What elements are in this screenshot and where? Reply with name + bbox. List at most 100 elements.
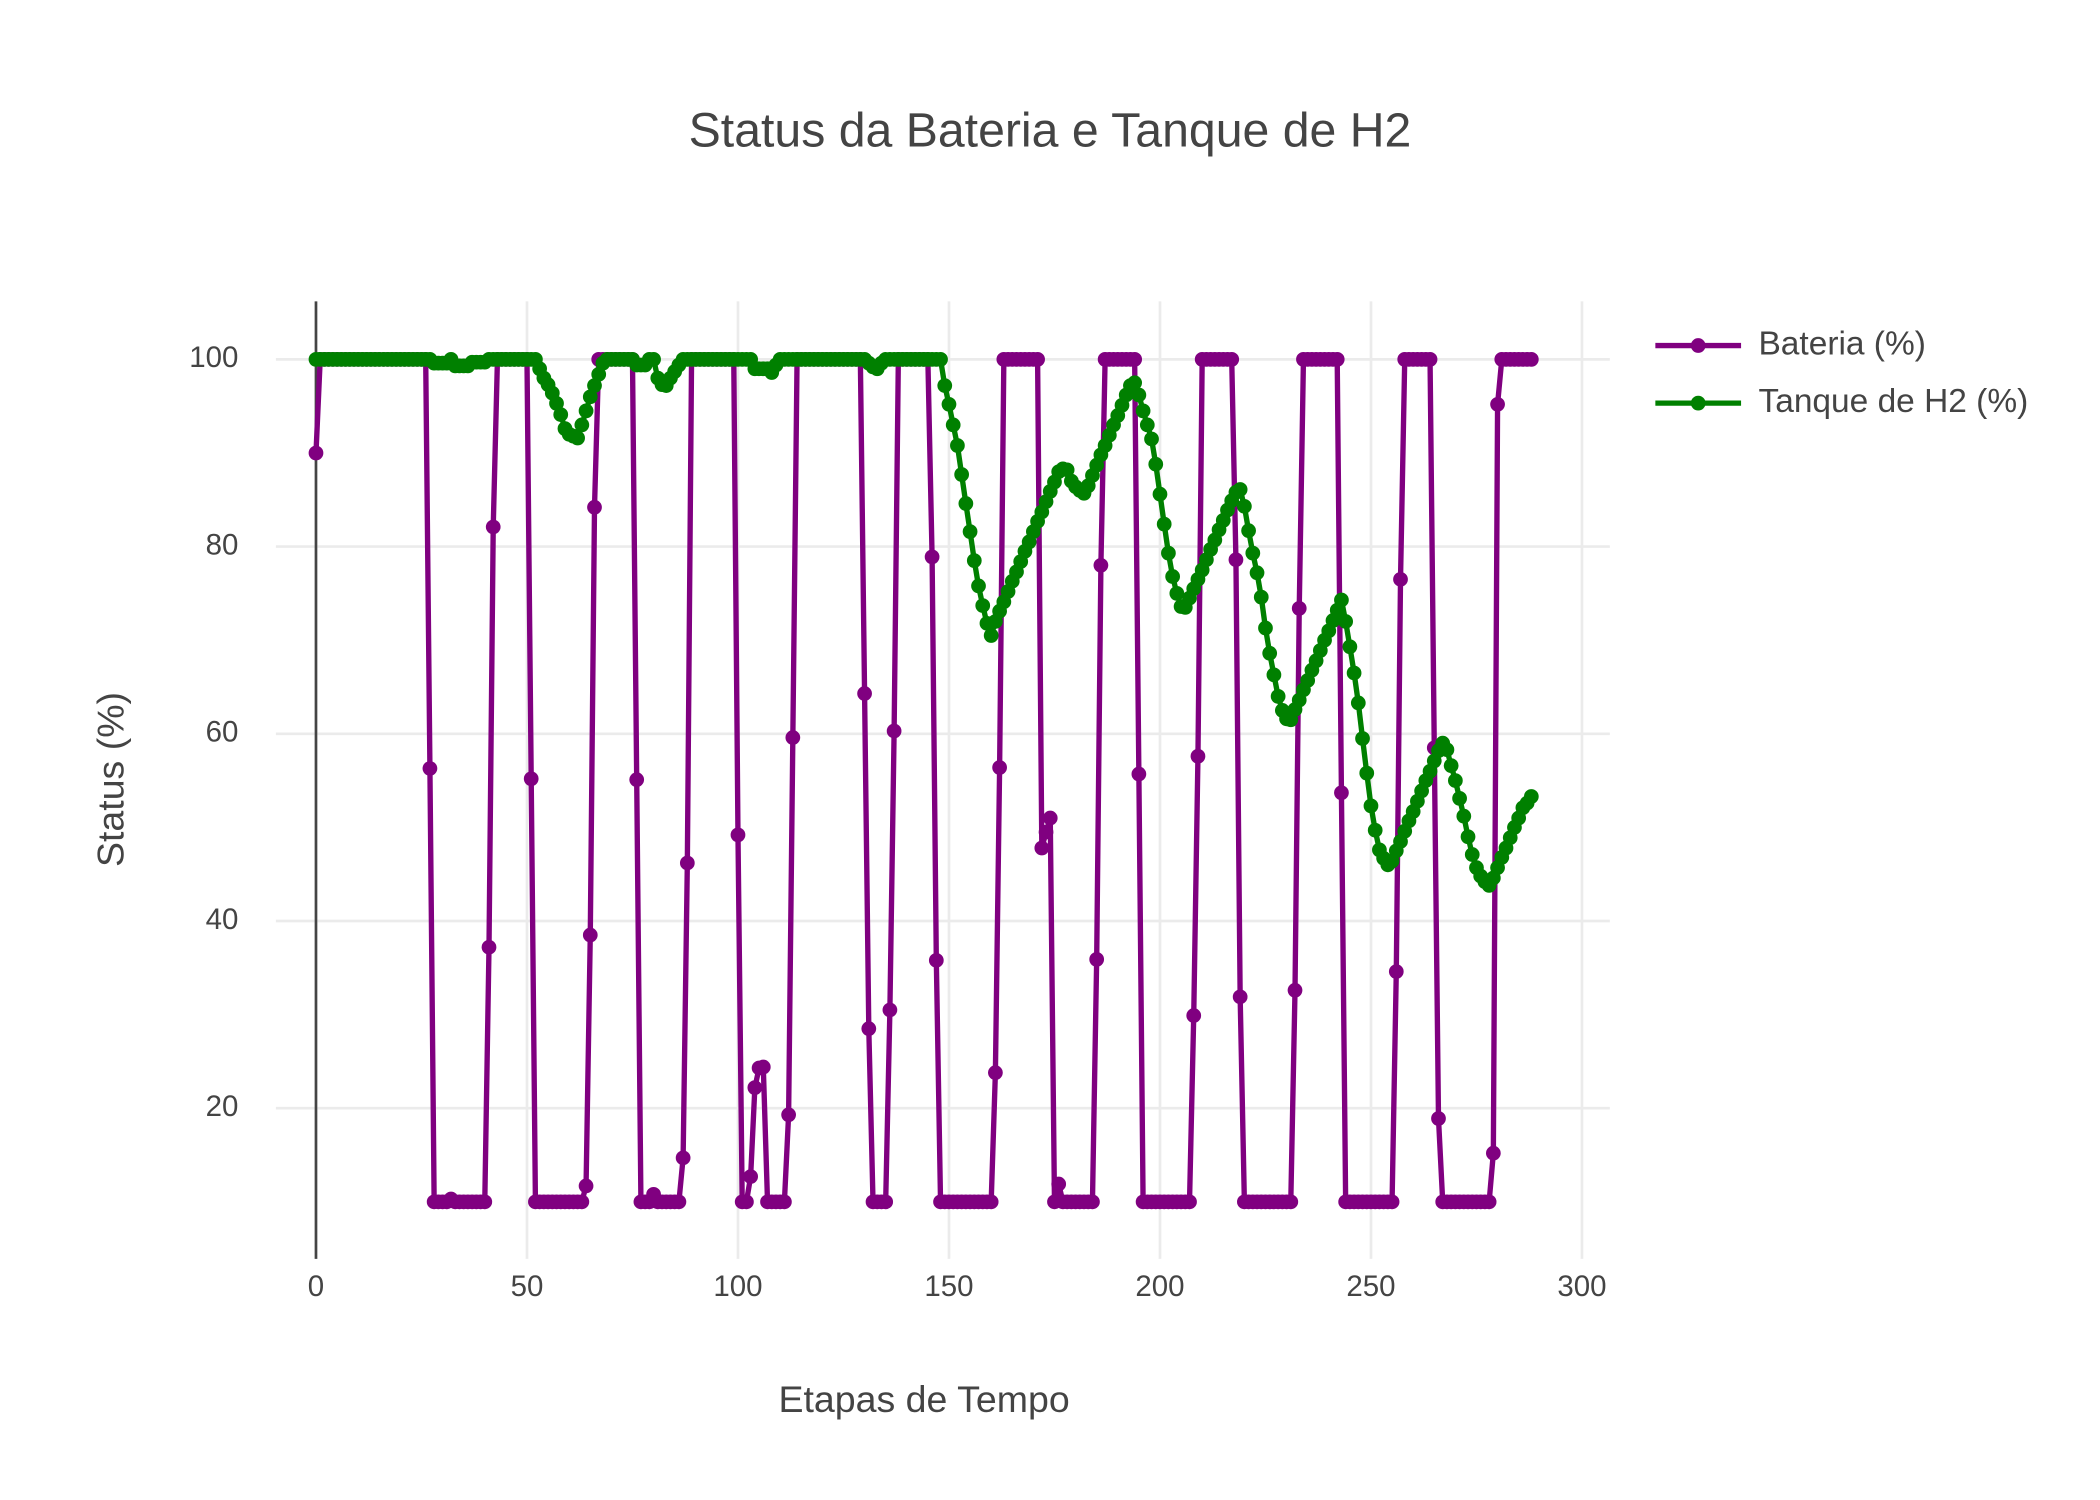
- data-point: [1464, 847, 1480, 862]
- data-point: [928, 952, 944, 968]
- plot-area: [308, 352, 1539, 1210]
- data-point: [958, 496, 974, 511]
- data-point: [675, 1150, 691, 1166]
- data-point: [1093, 557, 1109, 573]
- x-tick-label: 150: [924, 1270, 973, 1303]
- data-point: [1485, 1145, 1501, 1161]
- data-point: [983, 628, 999, 643]
- data-point: [1460, 829, 1476, 845]
- data-point: [882, 1002, 898, 1018]
- data-point: [679, 855, 695, 871]
- data-point: [1186, 1008, 1202, 1023]
- data-point: [950, 438, 965, 453]
- chart-title: Status da Bateria e Tanque de H2: [689, 104, 1412, 158]
- data-point: [777, 1194, 792, 1210]
- data-point: [1161, 545, 1176, 561]
- x-tick-label: 250: [1346, 1270, 1395, 1303]
- data-point: [1258, 620, 1273, 636]
- x-tick-label: 300: [1557, 1270, 1606, 1303]
- data-point: [1481, 1194, 1497, 1210]
- data-point: [945, 417, 961, 433]
- data-point: [743, 1169, 759, 1184]
- data-point: [785, 730, 801, 745]
- data-point: [954, 467, 970, 482]
- data-point: [924, 549, 940, 565]
- data-point: [1523, 789, 1539, 804]
- data-point: [971, 578, 986, 594]
- data-point: [1131, 766, 1147, 782]
- legend: Bateria (%) Tanque de H2 (%): [1655, 325, 2028, 420]
- data-point: [781, 1107, 796, 1123]
- data-point: [1350, 695, 1366, 711]
- data-point: [1038, 824, 1054, 840]
- data-point: [582, 389, 598, 405]
- data-point: [1089, 952, 1105, 967]
- data-point: [485, 519, 501, 535]
- data-point: [1165, 569, 1180, 584]
- x-axis-label: Etapas de Tempo: [779, 1378, 1070, 1420]
- x-tick-label: 50: [511, 1270, 544, 1303]
- data-point: [1346, 665, 1362, 681]
- legend-label: Bateria (%): [1758, 325, 1925, 362]
- legend-label: Tanque de H2 (%): [1758, 383, 2028, 420]
- data-point: [1190, 748, 1206, 764]
- data-point: [1144, 431, 1159, 447]
- data-point: [1182, 1194, 1197, 1210]
- data-point: [1342, 639, 1358, 655]
- data-point: [1237, 498, 1252, 514]
- data-point: [574, 1194, 590, 1210]
- data-point: [549, 396, 564, 411]
- data-point: [553, 407, 569, 422]
- data-point: [523, 771, 539, 787]
- y-tick-label: 80: [206, 528, 239, 561]
- x-tick-label: 0: [308, 1270, 324, 1303]
- data-point: [1490, 396, 1505, 412]
- data-point: [857, 686, 872, 701]
- data-point: [1338, 614, 1354, 629]
- data-point: [1030, 352, 1045, 367]
- data-point: [937, 378, 953, 393]
- y-tick-label: 60: [206, 716, 239, 749]
- data-point: [1291, 601, 1307, 616]
- data-point: [975, 598, 991, 613]
- y-axis-label: Status (%): [90, 692, 132, 867]
- data-point: [1448, 773, 1463, 788]
- data-point: [730, 827, 746, 843]
- data-point: [1439, 742, 1455, 758]
- data-point: [1283, 1194, 1299, 1210]
- data-point: [1452, 791, 1467, 806]
- legend-marker: [1690, 338, 1706, 353]
- data-point: [671, 1194, 687, 1210]
- data-point: [1156, 516, 1172, 532]
- y-tick-label: 40: [206, 903, 239, 936]
- data-point: [755, 1059, 771, 1075]
- data-point: [1249, 565, 1265, 581]
- data-point: [933, 352, 948, 367]
- data-point: [1042, 810, 1058, 826]
- data-point: [1139, 417, 1155, 433]
- data-point: [646, 352, 661, 367]
- data-point: [481, 939, 497, 955]
- data-point: [988, 1065, 1003, 1081]
- data-point: [1245, 545, 1261, 561]
- data-point: [1431, 1111, 1446, 1126]
- legend-marker: [1690, 395, 1706, 411]
- data-point: [587, 499, 602, 515]
- data-point: [1169, 586, 1185, 601]
- x-tick-label: 200: [1135, 1270, 1184, 1303]
- data-point: [886, 723, 902, 739]
- data-point: [739, 1194, 754, 1210]
- data-point: [1456, 808, 1472, 824]
- data-point: [1334, 785, 1349, 801]
- data-point: [1262, 645, 1278, 661]
- data-point: [1287, 982, 1303, 998]
- data-point: [1270, 688, 1286, 704]
- data-point: [1393, 571, 1408, 587]
- data-point: [1266, 667, 1282, 683]
- data-point: [587, 378, 602, 393]
- data-point: [966, 553, 982, 568]
- data-point: [1367, 822, 1383, 838]
- data-point: [591, 366, 607, 382]
- data-point: [1329, 352, 1345, 367]
